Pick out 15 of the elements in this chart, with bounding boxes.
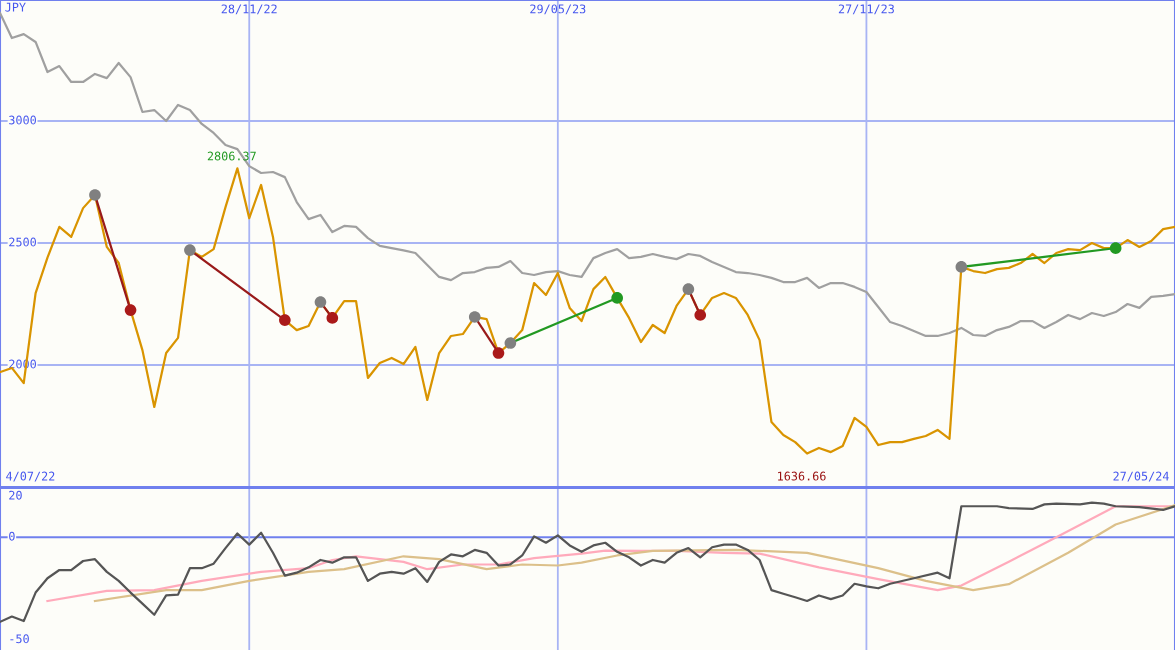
y-axis-title: JPY — [5, 2, 26, 12]
annotation: 27/05/24 — [1113, 471, 1169, 482]
y-tick-label: 20 — [9, 490, 22, 500]
y-tick-label: 2500 — [9, 237, 36, 247]
line-series — [0, 501, 1175, 624]
annotation: 4/07/22 — [6, 471, 55, 482]
x-tick-label: 29/05/23 — [530, 4, 586, 15]
y-tick-label: 0 — [9, 531, 15, 541]
x-tick-label: 28/11/22 — [221, 4, 277, 15]
line-series — [0, 167, 1175, 455]
annotation: 2806.37 — [207, 151, 256, 161]
y-tick-label: -50 — [10, 634, 29, 644]
x-tick-label: 27/11/23 — [838, 4, 894, 15]
y-tick-label: 3000 — [9, 115, 36, 125]
annotation: 1636.66 — [778, 471, 826, 481]
